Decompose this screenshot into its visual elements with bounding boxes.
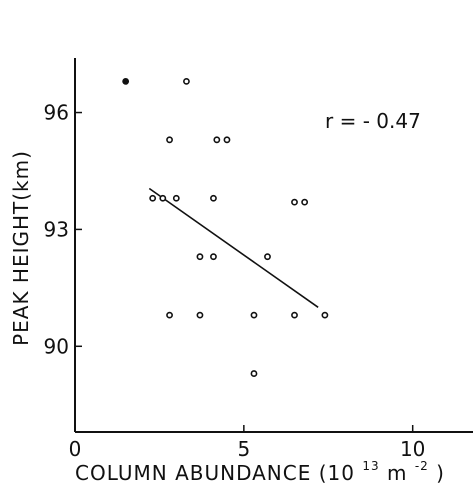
data-point [184,79,189,84]
x-tick-label: 5 [237,437,250,461]
correlation-annotation: r = - 0.47 [325,109,421,133]
regression-line [149,189,318,308]
y-axis-title: PEAK HEIGHT(km) [9,150,33,346]
data-point [150,196,155,201]
data-point [224,137,229,142]
data-point [322,313,327,318]
data-point [251,313,256,318]
data-point [292,200,297,205]
y-tick-label: 96 [44,101,69,125]
data-point [211,196,216,201]
data-point [197,313,202,318]
data-point [167,313,172,318]
data-points [123,79,327,376]
x-axis-title-unit-exponent: -2 [415,459,429,473]
x-tick-label: 10 [400,437,425,461]
data-point [265,254,270,259]
x-tick-label: 0 [69,437,82,461]
y-tick-label: 90 [44,334,69,358]
x-axis-title-close: ) [436,461,445,485]
data-point [214,137,219,142]
data-point [123,79,128,84]
x-axis-title-unit: m [387,461,407,485]
data-point [160,196,165,201]
ticks [75,113,413,432]
y-tick-label: 93 [44,217,69,241]
data-point [251,371,256,376]
data-point [174,196,179,201]
data-point [211,254,216,259]
x-axis-title: COLUMN ABUNDANCE (10 13 m -2 ) [75,451,445,485]
x-axis-title-main: COLUMN ABUNDANCE (10 [75,461,355,485]
tick-labels: 0 5 10 90 93 96 [44,101,426,461]
data-point [197,254,202,259]
data-point [167,137,172,142]
data-point [292,313,297,318]
x-axis-title-exponent: 13 [362,459,379,473]
data-point [302,200,307,205]
